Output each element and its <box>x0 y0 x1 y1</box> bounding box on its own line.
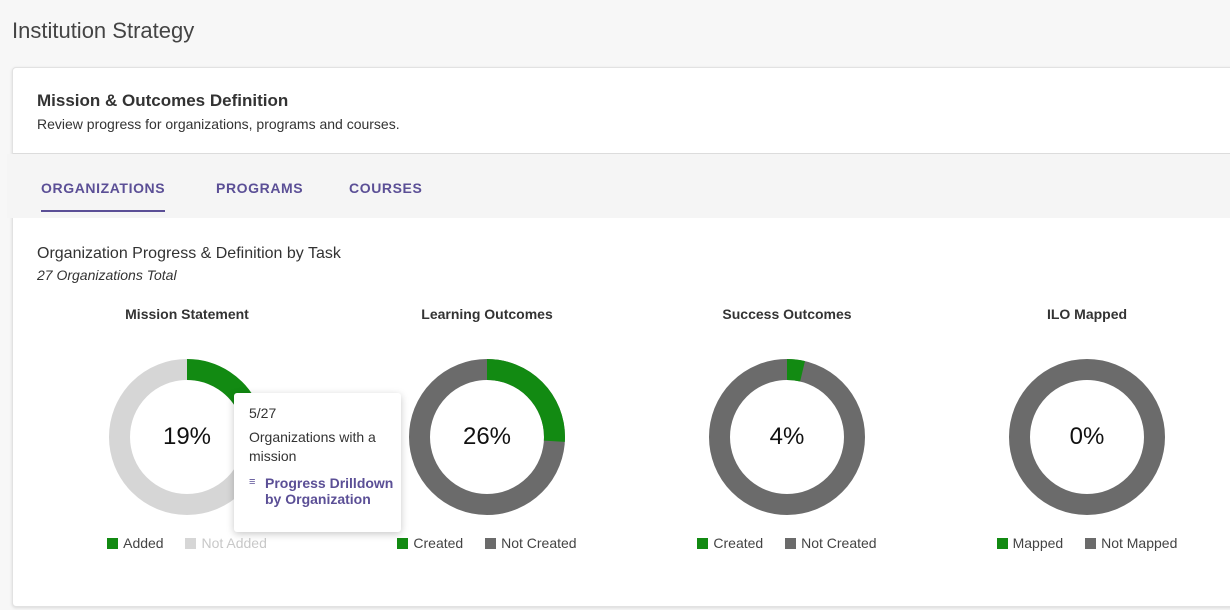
legend-swatch <box>107 538 119 549</box>
legend-item[interactable]: Created <box>697 535 763 551</box>
legend-label: Not Mapped <box>1101 535 1178 551</box>
chart-tooltip: 5/27 Organizations with a mission ≡ Prog… <box>234 393 401 532</box>
section-subtitle: 27 Organizations Total <box>37 267 177 283</box>
card-subtitle: Review progress for organizations, progr… <box>37 116 400 132</box>
progress-drilldown-link[interactable]: ≡ Progress Drilldown by Organization <box>249 475 394 507</box>
donut-percent: 0% <box>1069 423 1105 450</box>
legend-label: Created <box>713 535 764 551</box>
donut-svg <box>409 359 565 515</box>
chart-learning-outcomes: Learning Outcomes 26% Created Not Create… <box>337 306 637 566</box>
donut-svg <box>1009 359 1165 515</box>
chart-title: Success Outcomes <box>722 306 852 322</box>
legend-swatch <box>485 538 497 549</box>
legend-swatch <box>996 538 1008 549</box>
chart-title: Mission Statement <box>125 306 249 322</box>
legend-item[interactable]: Added <box>107 535 164 551</box>
donut-percent: 26% <box>462 423 512 450</box>
tab-programs[interactable]: PROGRAMS <box>216 180 304 196</box>
legend-item[interactable]: Not Added <box>185 535 267 551</box>
donut-filled-segment[interactable] <box>109 359 265 515</box>
legend-label: Not Created <box>801 535 877 551</box>
legend-item[interactable]: Mapped <box>996 535 1064 551</box>
section-title: Organization Progress & Definition by Ta… <box>37 245 341 262</box>
legend-swatch <box>1085 538 1097 549</box>
legend-label: Mapped <box>1012 535 1064 551</box>
chart-legend: Added Not Added <box>37 535 337 551</box>
card-header: Mission & Outcomes Definition Review pro… <box>13 68 1230 154</box>
donut-percent: 19% <box>162 423 212 450</box>
chart-legend: Created Not Created <box>637 535 937 551</box>
legend-item[interactable]: Not Created <box>785 535 877 551</box>
donut-filled-segment[interactable] <box>409 359 565 515</box>
legend-swatch <box>785 538 797 549</box>
donut-svg <box>709 359 865 515</box>
legend-item[interactable]: Not Mapped <box>1085 535 1177 551</box>
legend-item[interactable]: Created <box>397 535 463 551</box>
list-icon: ≡ <box>249 476 256 488</box>
drilldown-link-label: Progress Drilldown by Organization <box>265 475 394 507</box>
legend-swatch <box>185 538 197 549</box>
legend-swatch <box>397 538 409 549</box>
tab-organizations[interactable]: ORGANIZATIONS <box>41 180 166 212</box>
tabs-bar: ORGANIZATIONS PROGRAMS COURSES <box>7 154 1230 218</box>
tooltip-count: 5/27 <box>249 405 277 421</box>
chart-legend: Mapped Not Mapped <box>937 535 1230 551</box>
chart-ilo-mapped: ILO Mapped 0% Mapped Not Mapped <box>937 306 1230 566</box>
chart-title: Learning Outcomes <box>421 306 553 322</box>
tooltip-description: Organizations with a mission <box>249 429 376 464</box>
legend-swatch <box>697 538 709 549</box>
chart-success-outcomes: Success Outcomes 4% Created Not Created <box>637 306 937 566</box>
legend-label: Not Created <box>501 535 577 551</box>
legend-label: Created <box>413 535 464 551</box>
chart-title: ILO Mapped <box>1046 306 1128 322</box>
legend-item[interactable]: Not Created <box>485 535 577 551</box>
card-title: Mission & Outcomes Definition <box>37 91 289 110</box>
mission-outcomes-card: Mission & Outcomes Definition Review pro… <box>7 67 1230 607</box>
page-title: Institution Strategy <box>12 18 195 43</box>
donut-percent: 4% <box>769 423 805 450</box>
tab-courses[interactable]: COURSES <box>349 180 423 196</box>
legend-label: Added <box>123 535 164 551</box>
legend-label: Not Added <box>201 535 267 551</box>
donut-filled-segment[interactable] <box>709 359 865 515</box>
chart-legend: Created Not Created <box>337 535 637 551</box>
donut-remainder-segment[interactable] <box>1009 359 1165 515</box>
